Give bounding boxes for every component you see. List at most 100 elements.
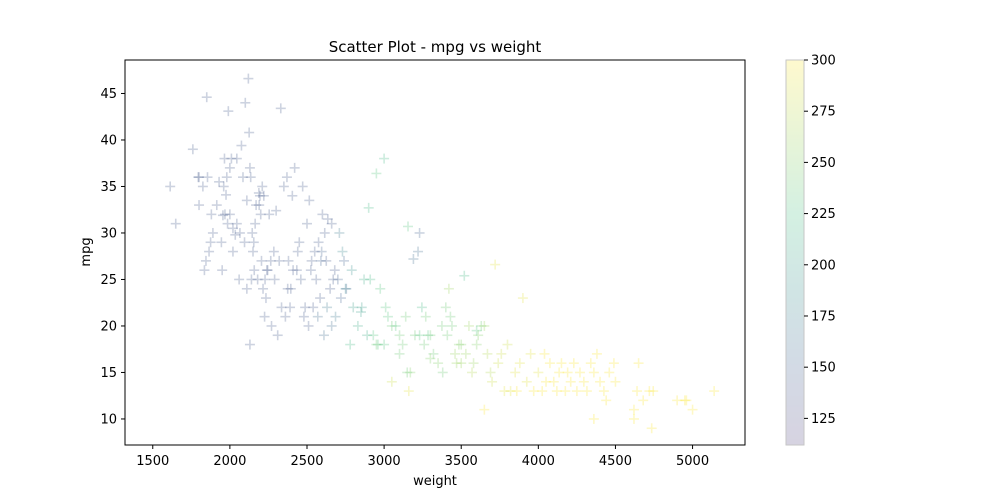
data-point-44 <box>274 255 285 266</box>
data-point-64 <box>317 209 328 220</box>
data-point-213 <box>581 386 592 397</box>
data-point-6 <box>200 255 211 266</box>
data-point-193 <box>517 293 528 304</box>
data-point-35 <box>257 181 268 192</box>
data-point-31 <box>250 218 261 229</box>
data-point-125 <box>334 227 345 238</box>
data-point-68 <box>325 283 336 294</box>
data-point-194 <box>521 376 532 387</box>
data-point-249 <box>414 330 425 341</box>
data-point-114 <box>295 274 306 285</box>
data-point-117 <box>306 255 317 266</box>
data-point-175 <box>467 367 478 378</box>
data-point-0 <box>165 181 176 192</box>
data-point-226 <box>638 395 649 406</box>
data-point-162 <box>437 367 448 378</box>
data-point-90 <box>231 218 242 229</box>
data-point-55 <box>300 302 311 313</box>
data-point-133 <box>362 330 373 341</box>
data-point-188 <box>502 339 513 350</box>
plot-frame <box>124 59 746 446</box>
colorbar-tick-label: 150 <box>811 361 836 376</box>
data-point-222 <box>610 376 621 387</box>
data-point-163 <box>440 302 451 313</box>
data-point-154 <box>416 302 427 313</box>
data-point-88 <box>226 153 237 164</box>
data-point-238 <box>588 413 599 424</box>
colorbar-tick-label: 225 <box>811 207 836 222</box>
data-point-98 <box>251 200 262 211</box>
data-point-243 <box>402 367 413 378</box>
data-point-121 <box>318 330 329 341</box>
data-point-104 <box>264 209 275 220</box>
data-point-15 <box>223 106 234 117</box>
data-point-58 <box>305 265 316 276</box>
data-point-233 <box>687 404 698 415</box>
data-point-232 <box>681 395 692 406</box>
data-point-60 <box>311 274 322 285</box>
colorbar-axis: 125 150 175 200 225 250 275 300 <box>804 54 836 427</box>
data-point-61 <box>313 237 324 248</box>
data-point-135 <box>365 274 376 285</box>
data-point-153 <box>414 227 425 238</box>
data-point-205 <box>556 358 567 369</box>
data-point-189 <box>505 386 516 397</box>
data-point-92 <box>237 172 248 183</box>
data-point-99 <box>252 274 263 285</box>
data-point-33 <box>254 200 265 211</box>
data-point-129 <box>348 302 359 313</box>
data-point-62 <box>315 293 326 304</box>
data-point-126 <box>337 246 348 257</box>
data-point-155 <box>419 339 430 350</box>
data-point-158 <box>425 330 436 341</box>
data-point-156 <box>420 311 431 322</box>
data-point-137 <box>371 168 382 179</box>
data-point-167 <box>446 320 457 331</box>
y-axis: 10 15 20 25 30 35 40 45 <box>100 87 125 427</box>
data-point-74 <box>339 255 350 266</box>
data-point-27 <box>245 172 256 183</box>
data-point-28 <box>246 274 257 285</box>
y-tick-label: 20 <box>100 319 117 334</box>
data-point-219 <box>601 395 612 406</box>
data-point-36 <box>258 283 269 294</box>
data-point-37 <box>258 190 269 201</box>
data-point-5 <box>199 265 210 276</box>
points-layer <box>165 73 720 434</box>
data-point-12 <box>219 209 230 220</box>
data-point-50 <box>287 190 298 201</box>
data-point-123 <box>326 320 337 331</box>
data-point-166 <box>445 311 456 322</box>
data-point-145 <box>394 330 405 341</box>
x-tick-label: 5000 <box>676 454 709 469</box>
data-point-9 <box>217 265 228 276</box>
data-point-172 <box>459 270 470 281</box>
x-tick-label: 1500 <box>136 454 169 469</box>
data-point-140 <box>379 153 390 164</box>
data-point-19 <box>231 153 242 164</box>
data-point-20 <box>234 227 245 238</box>
colorbar-tick-label: 300 <box>811 54 836 69</box>
data-point-116 <box>303 320 314 331</box>
data-point-147 <box>400 311 411 322</box>
data-point-30 <box>249 265 260 276</box>
colorbar-tick-label: 275 <box>811 105 836 120</box>
data-point-54 <box>297 181 308 192</box>
x-tick-label: 2500 <box>290 454 323 469</box>
data-point-89 <box>227 246 238 257</box>
data-point-182 <box>485 367 496 378</box>
data-point-134 <box>363 202 374 213</box>
data-point-56 <box>301 218 312 229</box>
data-point-139 <box>375 283 386 294</box>
data-point-237 <box>479 404 490 415</box>
data-point-14 <box>222 218 233 229</box>
data-point-94 <box>241 283 252 294</box>
data-point-230 <box>672 395 683 406</box>
data-point-220 <box>604 367 615 378</box>
data-point-190 <box>510 367 521 378</box>
data-point-43 <box>271 205 282 216</box>
data-point-208 <box>565 376 576 387</box>
data-point-49 <box>285 283 296 294</box>
data-point-197 <box>533 367 544 378</box>
